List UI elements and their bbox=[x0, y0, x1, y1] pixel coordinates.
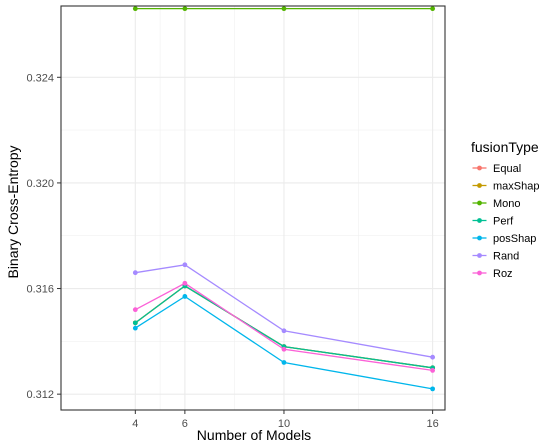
legend-title: fusionType bbox=[471, 139, 539, 155]
x-tick-label: 16 bbox=[426, 418, 438, 430]
y-tick-label: 0.324 bbox=[26, 72, 54, 84]
y-tick-label: 0.312 bbox=[26, 389, 54, 401]
data-point-posShap bbox=[182, 294, 188, 299]
legend-key-point-Equal bbox=[477, 165, 482, 171]
legend-key-point-Roz bbox=[477, 270, 482, 276]
legend-label-Rand: Rand bbox=[493, 251, 519, 263]
legend-label-Perf: Perf bbox=[493, 216, 514, 228]
panel-background bbox=[61, 6, 445, 410]
legend-label-posShap: posShap bbox=[493, 233, 536, 245]
data-point-Mono bbox=[430, 6, 436, 12]
series-line-posShap bbox=[134, 295, 433, 390]
data-point-Roz bbox=[281, 346, 287, 352]
x-tick-label: 6 bbox=[182, 418, 188, 430]
x-tick-label: 4 bbox=[132, 418, 138, 430]
series-line-Roz bbox=[134, 282, 433, 372]
data-point-posShap bbox=[430, 386, 436, 392]
data-point-Roz bbox=[182, 280, 188, 286]
y-tick-label: 0.320 bbox=[26, 178, 54, 190]
y-tick-label: 0.316 bbox=[26, 284, 54, 296]
legend-label-Mono: Mono bbox=[493, 198, 521, 210]
panel-border bbox=[60, 5, 446, 411]
legend-key-point-Rand bbox=[477, 253, 482, 258]
legend-label-Roz: Roz bbox=[493, 268, 513, 280]
data-point-posShap bbox=[281, 360, 287, 365]
legend-key-point-posShap bbox=[477, 235, 482, 241]
legend-key-point-Perf bbox=[477, 218, 482, 223]
x-axis-title: Number of Models bbox=[197, 427, 311, 443]
data-point-Roz bbox=[132, 307, 138, 313]
x-tick-label: 10 bbox=[278, 418, 290, 430]
legend-label-maxShap: maxShap bbox=[493, 181, 539, 193]
y-axis-title: Binary Cross-Entropy bbox=[5, 145, 21, 278]
data-point-Rand bbox=[132, 270, 138, 276]
legend-label-Equal: Equal bbox=[493, 163, 521, 175]
legend-key-point-Mono bbox=[477, 200, 482, 206]
data-point-Rand bbox=[430, 354, 436, 360]
series-line-Rand bbox=[135, 264, 433, 358]
data-point-Mono bbox=[132, 6, 138, 12]
data-point-posShap bbox=[132, 325, 138, 331]
data-point-Perf bbox=[132, 320, 138, 326]
plot-panel bbox=[61, 6, 445, 410]
legend: fusionType Equal maxShap Mono Perf posShap Ra… bbox=[471, 139, 539, 282]
axes: 0.312 0.316 0.320 0.324 4 6 10 16 bbox=[26, 5, 446, 430]
data-point-Roz bbox=[430, 367, 436, 373]
plot-marks bbox=[132, 6, 436, 392]
data-point-Rand bbox=[182, 262, 188, 268]
data-point-Rand bbox=[281, 328, 287, 334]
legend-key-point-maxShap bbox=[477, 183, 482, 188]
data-point-Mono bbox=[182, 6, 188, 12]
data-point-Mono bbox=[281, 6, 287, 12]
